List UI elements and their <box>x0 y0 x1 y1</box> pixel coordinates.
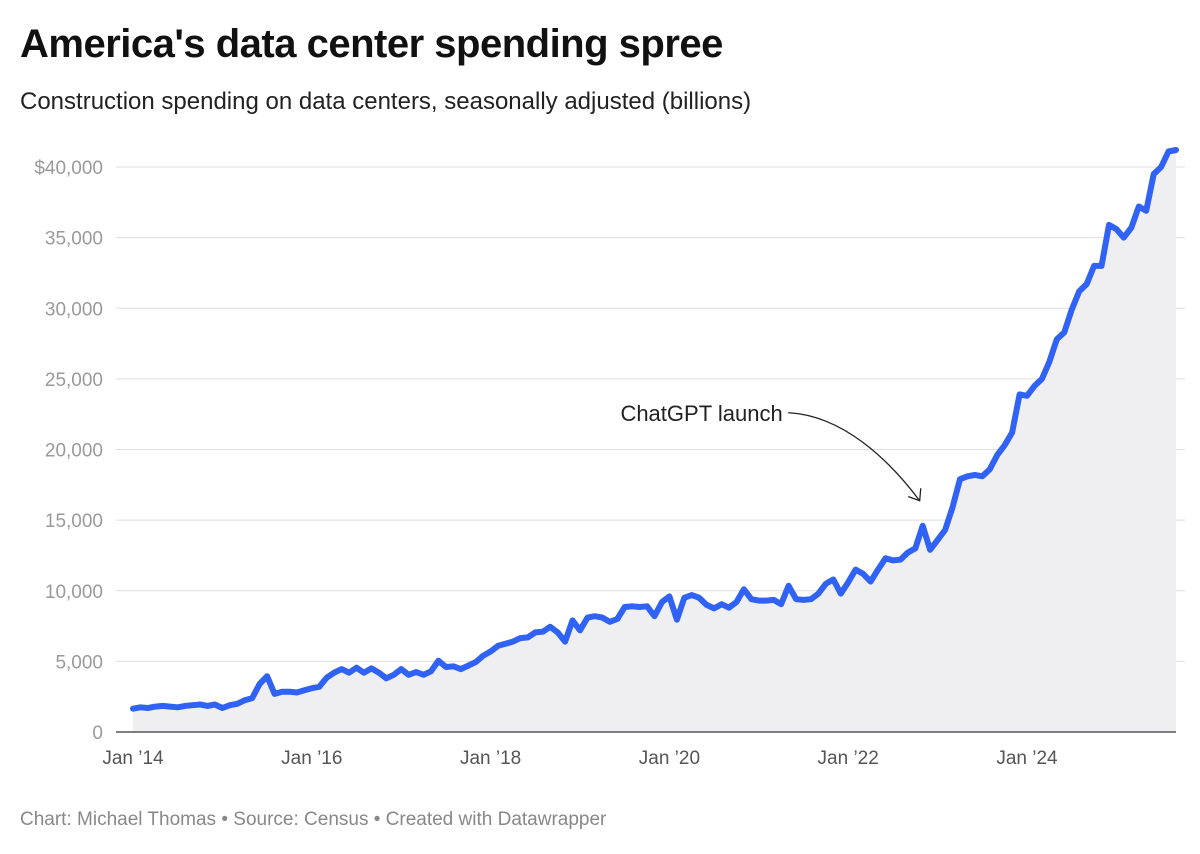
annotation-arrow-icon <box>788 412 922 502</box>
y-tick-label: 20,000 <box>45 441 103 462</box>
y-tick-label: 10,000 <box>45 582 103 603</box>
y-tick-label: 15,000 <box>45 511 103 532</box>
chart-title: America's data center spending spree <box>20 22 723 66</box>
chart-footer: Chart: Michael Thomas • Source: Census •… <box>20 809 607 830</box>
y-tick-label: 5,000 <box>55 652 103 673</box>
x-tick-label: Jan ’22 <box>818 748 879 769</box>
y-tick-label: 35,000 <box>45 229 103 250</box>
y-tick-label: 0 <box>92 723 103 744</box>
x-tick-label: Jan ’20 <box>639 748 700 769</box>
chart-subtitle: Construction spending on data centers, s… <box>20 88 752 115</box>
y-tick-label: $40,000 <box>34 158 103 179</box>
annotation: ChatGPT launch <box>620 401 922 502</box>
x-axis: Jan ’14 Jan ’16 Jan ’18 Jan ’20 Jan ’22 Jan ’… <box>102 748 1058 769</box>
y-axis: 0 5,000 10,000 15,000 20,000 25,000 30,000 35,0… <box>34 158 103 744</box>
y-tick-label: 25,000 <box>45 370 103 391</box>
x-tick-label: Jan ’14 <box>102 748 164 769</box>
x-tick-label: Jan ’24 <box>996 748 1058 769</box>
area-fill <box>133 150 1176 732</box>
series-line <box>130 147 1179 712</box>
x-tick-label: Jan ’18 <box>460 748 521 769</box>
y-tick-label: 30,000 <box>45 299 103 320</box>
annotation-label: ChatGPT launch <box>620 401 782 426</box>
x-tick-label: Jan ’16 <box>281 748 342 769</box>
